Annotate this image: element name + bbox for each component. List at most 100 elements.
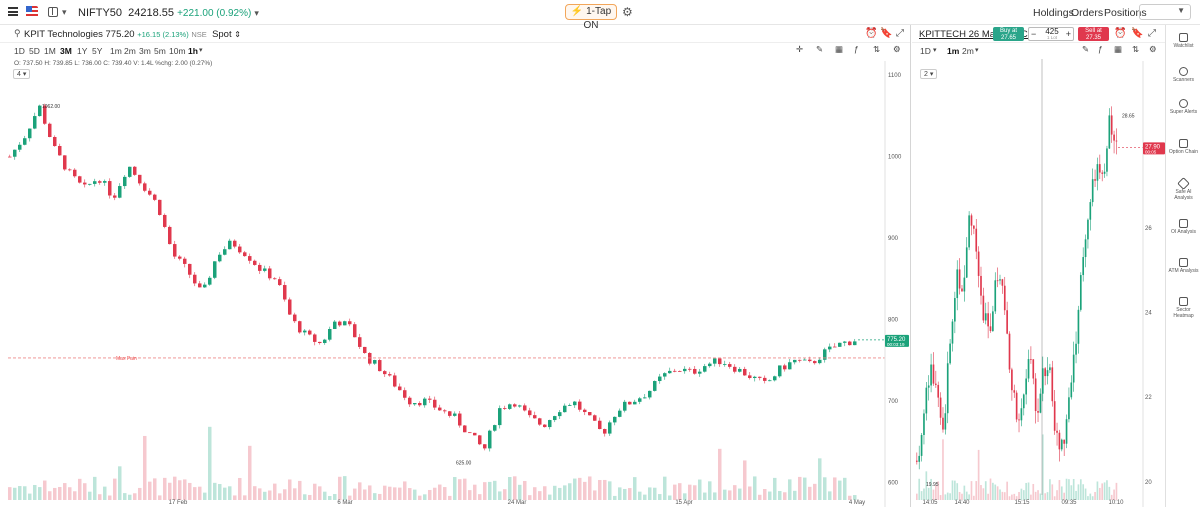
option-name[interactable]: KPITTECH 26 May 800 CE (919, 29, 1035, 40)
volume-bar (1096, 481, 1099, 500)
sidebar-item-scanners[interactable]: Scanners (1167, 67, 1200, 84)
compare-icon[interactable]: ⇅ (1132, 44, 1140, 54)
volume-bar (1065, 478, 1068, 500)
one-tap-button[interactable]: ⚡ 1-Tap ON (565, 4, 617, 31)
sidebar-item-atm-analysis[interactable]: ATM Analysis (1167, 258, 1200, 275)
sidebar-item-super-alerts[interactable]: Super Alerts (1167, 99, 1200, 116)
volume-bar (303, 494, 307, 500)
expand-icon[interactable]: ⤢ (896, 28, 904, 39)
draw-icon[interactable]: ✎ (816, 44, 824, 54)
tf-2min[interactable]: 2m (962, 46, 974, 56)
settings-icon[interactable]: ⚙ (1149, 44, 1157, 54)
nav-positions[interactable]: Positions (1104, 7, 1147, 19)
compare-icon[interactable]: ⇅ (873, 44, 881, 54)
volume-bar (989, 478, 992, 500)
volume-bar (48, 491, 52, 500)
tf-1d[interactable]: 1D (14, 46, 25, 56)
candle-body (123, 176, 127, 187)
candle-body (18, 144, 22, 150)
tf-3m[interactable]: 3M (60, 46, 72, 56)
candle-body (949, 343, 951, 364)
chevron-down-icon[interactable]: ▾ (199, 47, 203, 54)
indicator-count-badge[interactable]: 4 ▾ (13, 69, 31, 79)
instrument-info[interactable]: KPIT Technologies 775.20 +16.15 (2.13%) … (24, 29, 241, 40)
increment-button[interactable]: + (1065, 29, 1071, 39)
chevron-down-icon: ▼ (1177, 6, 1185, 15)
volume-bar (203, 492, 207, 500)
candle-body (673, 370, 677, 372)
chevron-down-icon[interactable]: ▾ (62, 7, 67, 17)
settings-icon[interactable]: ⚙ (893, 44, 901, 54)
tf-5y[interactable]: 5Y (92, 46, 103, 56)
expand-icon[interactable]: ⤢ (1148, 28, 1156, 39)
alarm-icon[interactable]: ⏰ (865, 28, 878, 39)
tf-5min[interactable]: 5m (154, 46, 166, 56)
menu-icon[interactable] (8, 7, 18, 16)
candle-body (980, 275, 982, 296)
alarm-icon[interactable]: ⏰ (1114, 28, 1127, 39)
indicator-count-badge[interactable]: 2 ▾ (920, 69, 938, 79)
indicator-icon[interactable]: ƒ (1098, 44, 1103, 54)
search-icon[interactable]: ⚲ (14, 28, 21, 38)
gear-icon[interactable]: ⚙ (622, 5, 633, 19)
candle-body (1049, 367, 1051, 371)
nav-holdings[interactable]: Holdings (1033, 7, 1074, 19)
sidebar-item-oi-analysis[interactable]: OI Analysis (1167, 219, 1200, 236)
bookmark-icon[interactable]: 🔖 (1131, 28, 1144, 39)
tf-10min[interactable]: 10m (169, 46, 186, 56)
candle-body (63, 155, 67, 170)
tf-1h[interactable]: 1h (188, 46, 198, 56)
sidebar-item-option-chain[interactable]: Option Chain (1167, 139, 1200, 156)
layout-icon[interactable] (48, 7, 58, 17)
candle-body (768, 380, 772, 382)
volume-bar (613, 495, 617, 500)
account-dropdown[interactable]: ▼ (1139, 4, 1191, 20)
spot-select[interactable]: Spot (212, 29, 232, 40)
tf-1min[interactable]: 1m (947, 46, 960, 56)
quantity-value[interactable]: 425 (1045, 27, 1059, 36)
price-tick-label: 700 (888, 399, 899, 405)
flag-icon[interactable] (26, 6, 38, 18)
sidebar-item-sector-heatmap[interactable]: Sector Heatmap (1167, 297, 1200, 319)
volume-bar (378, 493, 382, 500)
volume-bar (118, 466, 122, 500)
candle-body (927, 385, 930, 388)
volume-bar (798, 476, 802, 500)
volume-bar (68, 487, 72, 500)
sidebar-item-safe-ai[interactable]: Safe AI Analysis (1167, 177, 1200, 201)
price-chart[interactable]: Max Pain 1062.00 625.00 1100 1000 900 800 70… (0, 25, 910, 507)
decrement-button[interactable]: − (1031, 29, 1037, 39)
tf-1y[interactable]: 1Y (77, 46, 88, 56)
price-tag (885, 334, 909, 347)
chevron-down-icon[interactable]: ▾ (933, 47, 937, 54)
candle-body (288, 299, 292, 315)
nav-orders[interactable]: Orders (1071, 7, 1104, 19)
sidebar-item-watchlist[interactable]: Watchlist (1167, 33, 1200, 50)
volume-bar (473, 484, 477, 500)
tf-3min[interactable]: 3m (139, 46, 151, 56)
volume-bar (1056, 490, 1058, 500)
tf-5d[interactable]: 5D (29, 46, 40, 56)
volume-bar (198, 486, 202, 500)
volume-bar (1049, 479, 1051, 500)
chevron-down-icon[interactable]: ▾ (975, 47, 979, 54)
template-icon[interactable]: ▦ (835, 44, 844, 54)
volume-bar (949, 493, 951, 500)
draw-icon[interactable]: ✎ (1082, 44, 1090, 54)
tf-1m[interactable]: 1M (44, 46, 56, 56)
tf-1min[interactable]: 1m (110, 46, 122, 56)
quantity-stepper[interactable]: − 425 1 Lot + (1028, 27, 1074, 41)
crosshair-icon[interactable]: ✛ (796, 44, 804, 54)
chevron-down-icon[interactable]: ▾ (254, 8, 259, 18)
volume-bar (1041, 434, 1044, 500)
template-icon[interactable]: ▦ (1114, 44, 1123, 54)
indicator-icon[interactable]: ƒ (854, 44, 859, 54)
buy-button[interactable]: Buy at 27.65 (993, 27, 1024, 41)
option-price-chart[interactable]: 28.65 19.95 26 24 22 20 14:05 14:40 15:15 09:3… (912, 25, 1166, 507)
index-ticker[interactable]: NIFTY50 24218.55 +221.00 (0.92%) ▾ (78, 7, 259, 19)
volume-bar (543, 486, 547, 500)
sell-button[interactable]: Sell at 27.35 (1078, 27, 1109, 41)
bookmark-icon[interactable]: 🔖 (880, 28, 893, 39)
tf-1d[interactable]: 1D (920, 46, 931, 56)
tf-2min[interactable]: 2m (124, 46, 136, 56)
